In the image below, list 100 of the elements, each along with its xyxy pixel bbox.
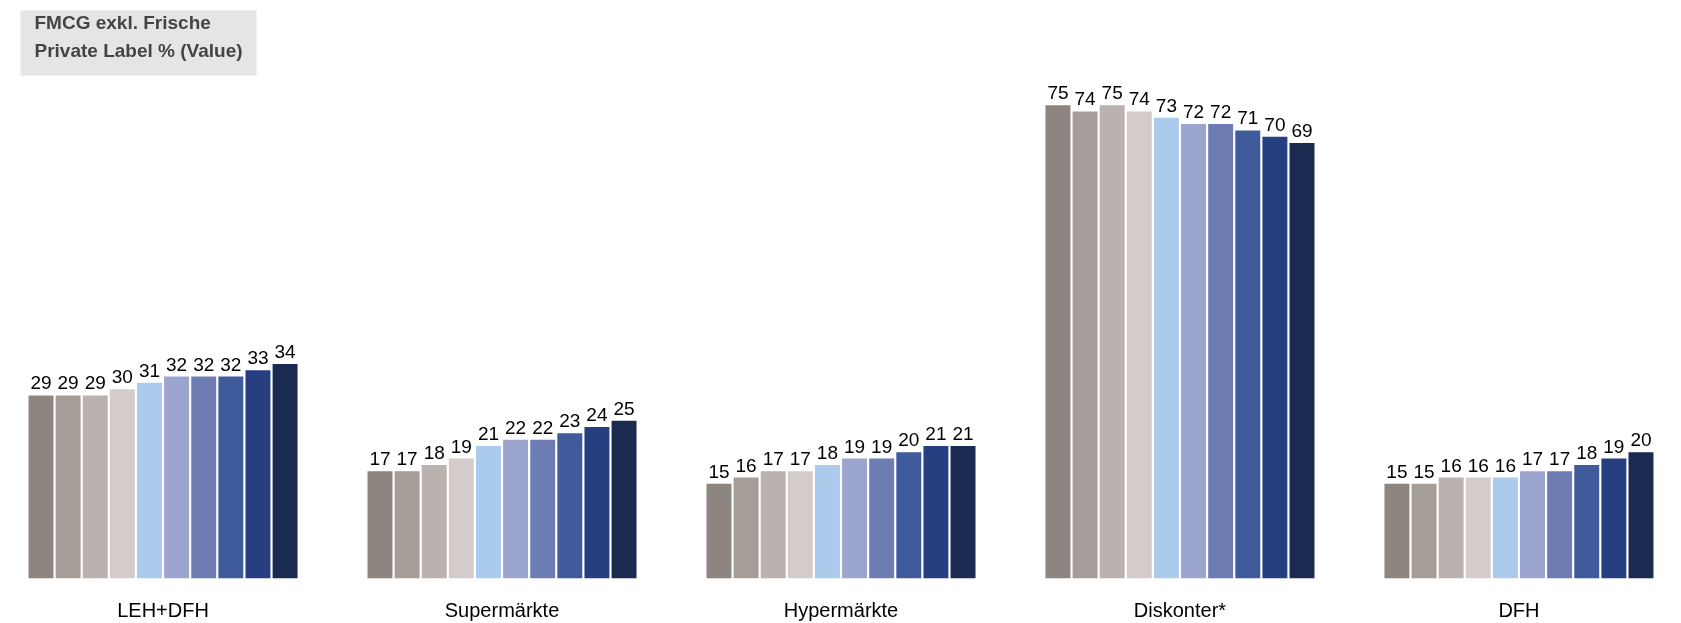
data-label: 25 [613, 397, 635, 419]
data-label: 15 [708, 460, 730, 482]
data-label: 20 [1630, 429, 1652, 451]
bar [1262, 136, 1288, 579]
bar [1520, 471, 1545, 579]
data-label: 19 [871, 435, 893, 457]
bar [55, 395, 81, 579]
data-label: 17 [789, 448, 811, 470]
bar [1045, 105, 1071, 579]
data-label: 74 [1128, 88, 1151, 110]
x-tick-label: Diskonter* [1133, 598, 1227, 621]
data-label: 17 [369, 448, 391, 470]
bar [1411, 483, 1437, 579]
data-label: 22 [505, 416, 527, 438]
bar [218, 376, 244, 579]
bar [787, 471, 813, 579]
data-label: 16 [1467, 454, 1489, 476]
bar [245, 370, 271, 579]
data-label: 73 [1155, 94, 1177, 116]
data-label: 17 [762, 448, 784, 470]
data-label: 32 [220, 353, 242, 375]
bar [164, 376, 190, 579]
bar [1289, 143, 1315, 579]
bar [1438, 477, 1464, 579]
bar [137, 382, 162, 579]
data-label: 16 [1440, 454, 1462, 476]
data-label: 69 [1291, 120, 1313, 142]
bar [367, 471, 393, 579]
data-label: 75 [1101, 82, 1123, 104]
bar [530, 439, 556, 579]
bar [760, 471, 786, 579]
bar [1126, 111, 1152, 579]
data-label: 19 [843, 435, 866, 457]
bar [1181, 124, 1207, 579]
data-label: 21 [952, 422, 974, 444]
data-label: 72 [1210, 101, 1232, 123]
data-label: 34 [274, 340, 297, 362]
bar [394, 471, 420, 579]
data-label: 29 [30, 372, 52, 394]
data-label: 21 [477, 422, 500, 444]
bar [611, 420, 637, 579]
bar [896, 452, 922, 579]
bar [814, 464, 840, 579]
data-label: 19 [450, 435, 472, 457]
bar [82, 395, 108, 579]
bar [1384, 483, 1410, 579]
bar [109, 389, 135, 579]
data-label: 32 [166, 353, 188, 375]
data-label: 31 [138, 359, 161, 381]
data-label: 70 [1264, 113, 1286, 135]
bar [923, 445, 949, 579]
bar [1601, 458, 1627, 579]
data-label: 17 [1549, 448, 1571, 470]
bar [706, 483, 732, 579]
data-label: 18 [1576, 441, 1598, 463]
data-label: 17 [396, 448, 418, 470]
data-label: 16 [1494, 454, 1516, 476]
data-label: 33 [247, 347, 269, 369]
data-label: 15 [1413, 460, 1435, 482]
x-tick-label: Hypermärkte [783, 598, 899, 621]
bar [1492, 477, 1518, 579]
bar [1547, 471, 1573, 579]
bar [448, 458, 474, 579]
bar [503, 439, 529, 579]
data-label: 23 [559, 410, 581, 432]
bar [1208, 124, 1234, 579]
bar [584, 427, 610, 579]
bar [475, 445, 501, 579]
bar [869, 458, 895, 579]
data-label: 29 [84, 372, 106, 394]
bar [1235, 130, 1261, 579]
bar [1072, 111, 1098, 579]
data-label: 21 [925, 422, 947, 444]
x-tick-label: Supermärkte [444, 598, 560, 621]
bar [1574, 464, 1600, 579]
data-label: 75 [1047, 82, 1069, 104]
data-label: 30 [111, 366, 133, 388]
data-label: 32 [193, 353, 215, 375]
bar [1628, 452, 1654, 579]
bar [1465, 477, 1491, 579]
data-label: 16 [735, 454, 757, 476]
bar [733, 477, 759, 579]
data-label: 72 [1182, 101, 1205, 123]
bar [842, 458, 868, 579]
chart-title: FMCG exkl. Frische Private Label % (Value) [34, 12, 243, 62]
data-label: 74 [1074, 88, 1097, 110]
data-label: 29 [57, 372, 79, 394]
data-label: 17 [1521, 448, 1544, 470]
bar [557, 433, 583, 579]
x-tick-label: DFH [1498, 598, 1540, 621]
data-label: 19 [1603, 435, 1625, 457]
bar [950, 445, 976, 579]
data-label: 20 [898, 429, 920, 451]
bar [28, 395, 54, 579]
data-label: 18 [816, 441, 839, 463]
bar [272, 363, 298, 579]
bar [1153, 117, 1179, 579]
data-label: 15 [1386, 460, 1408, 482]
bar [421, 464, 447, 579]
data-label: 71 [1237, 107, 1259, 129]
